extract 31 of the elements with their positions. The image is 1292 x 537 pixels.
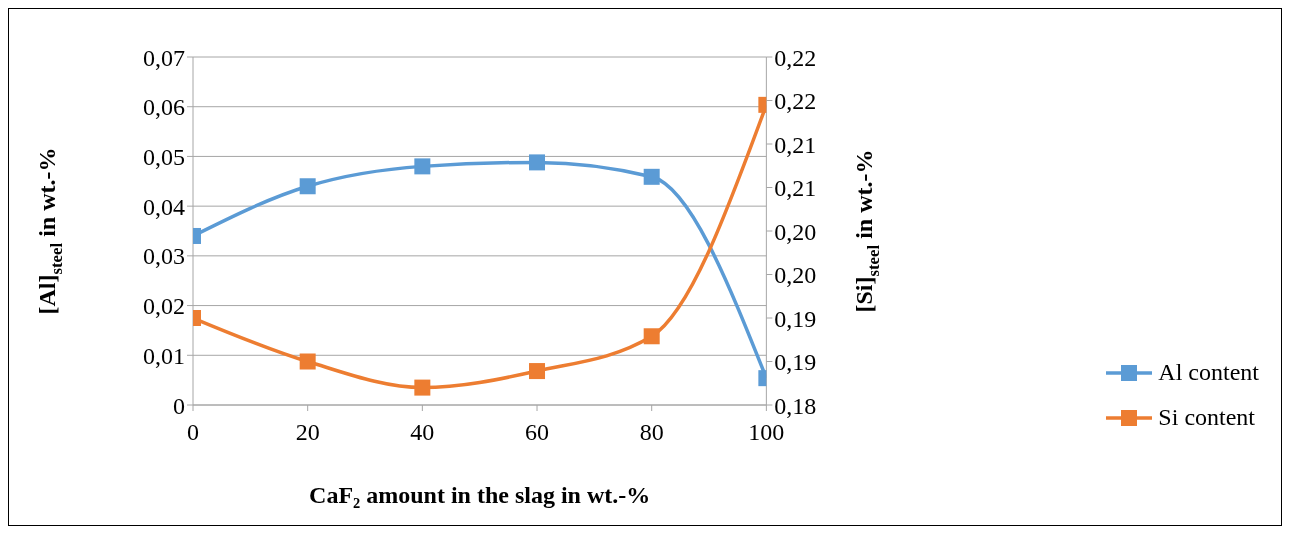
y2-tick-label: 0,20 (774, 218, 817, 245)
y-tick-label: 0,02 (143, 293, 185, 320)
point (643, 168, 660, 185)
x-tick-label: 20 (295, 419, 320, 446)
y2-tick-label: 0,19 (774, 349, 817, 376)
x-tick-label: 80 (639, 419, 664, 446)
x-tick-label: 40 (410, 419, 435, 446)
y2-tick-label: 0,22 (774, 44, 817, 71)
y-tick-label: 0,07 (143, 44, 185, 71)
point (414, 379, 431, 396)
y2-tick-label: 0,18 (774, 392, 817, 419)
y2-tick-label: 0,19 (774, 305, 817, 332)
y-tick-label: 0 (173, 392, 185, 419)
x-tick-label: 60 (525, 419, 550, 446)
point (643, 328, 660, 345)
legend-label: Si content (1158, 404, 1256, 431)
point (529, 154, 546, 171)
y-tick-label: 0,05 (143, 143, 185, 170)
point (414, 158, 431, 175)
y2-tick-label: 0,22 (774, 88, 817, 115)
y-tick-label: 0,03 (143, 243, 185, 270)
x-axis-title: CaF₂ amount in the slag in wt.-% (309, 482, 651, 508)
legend-label: Al content (1158, 359, 1259, 386)
y2-tick-label: 0,20 (774, 262, 817, 289)
y2-tick-label: 0,21 (774, 131, 817, 158)
y-tick-label: 0,01 (143, 342, 185, 369)
y2-tick-label: 0,21 (774, 175, 817, 202)
y-tick-label: 0,04 (143, 193, 185, 220)
point (529, 363, 546, 380)
x-tick-label: 100 (748, 419, 785, 446)
y-tick-label: 0,06 (143, 94, 185, 121)
